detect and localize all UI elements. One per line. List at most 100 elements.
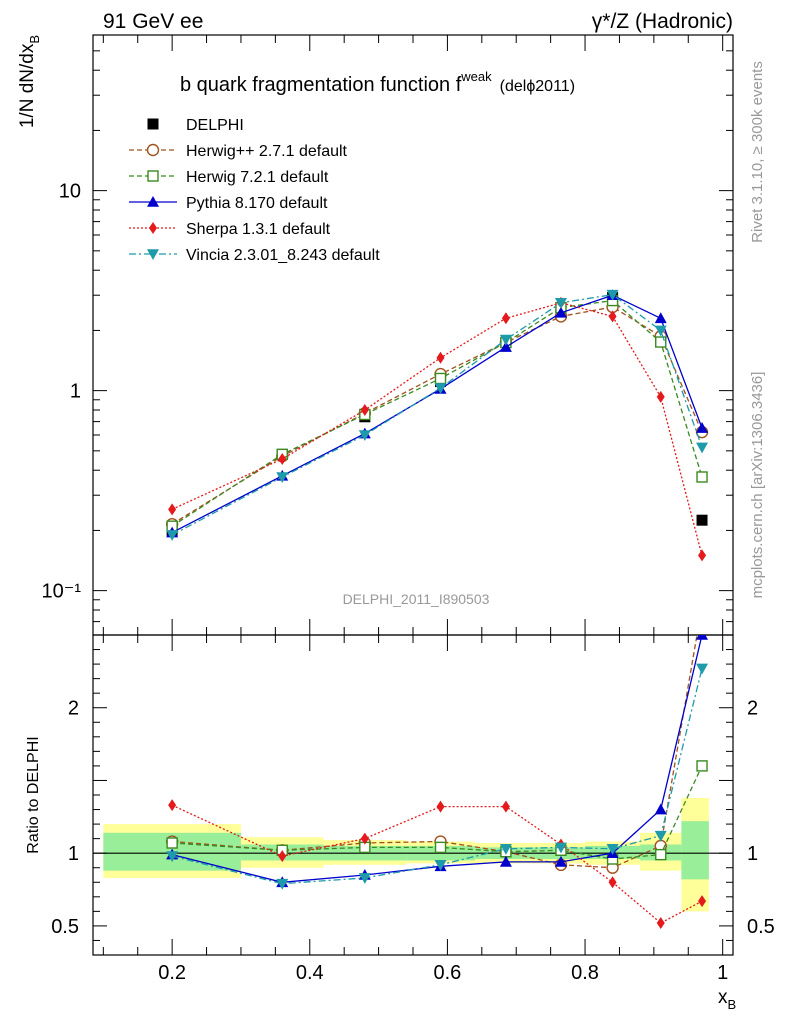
legend-item: Herwig++ 2.7.1 default xyxy=(129,143,348,160)
main-series xyxy=(165,289,709,562)
data-point xyxy=(276,472,289,483)
rivet-label: Rivet 3.1.10, ≥ 300k events xyxy=(749,61,766,243)
ratio-point xyxy=(360,832,369,845)
ratio-point xyxy=(276,878,289,890)
ratio-point xyxy=(554,855,567,867)
data-point xyxy=(654,325,667,337)
ratio-point xyxy=(499,855,512,867)
data-point xyxy=(278,453,287,466)
legend-label: Herwig 7.2.1 default xyxy=(186,169,329,186)
ratio-series xyxy=(165,635,709,929)
uncertainty-band-inner xyxy=(681,821,709,880)
data-point xyxy=(654,312,667,324)
legend-marker xyxy=(146,143,160,157)
legend-marker xyxy=(149,222,157,234)
data-point xyxy=(696,514,708,526)
legend-marker xyxy=(147,118,159,130)
legend-marker xyxy=(147,249,159,260)
ratio-line xyxy=(172,635,698,869)
y-tick-label: 10⁻¹ xyxy=(42,581,82,603)
x-tick-label: 0.4 xyxy=(296,962,324,984)
ratio-line xyxy=(172,765,703,860)
x-label: xB xyxy=(718,987,736,1012)
x-tick-label: 1 xyxy=(717,962,728,984)
ratio-y-tick-label: 0.5 xyxy=(51,916,79,938)
plot-title-sup: weak xyxy=(460,69,492,84)
ratio-point xyxy=(434,860,447,871)
main-axes: 10⁻¹ 1 10 xyxy=(42,34,733,636)
ratio-y-tick-label: 1 xyxy=(747,843,758,865)
data-point xyxy=(168,503,177,516)
legend-marker xyxy=(147,170,159,182)
x-tick-label: 0.8 xyxy=(571,962,599,984)
legend-item: Sherpa 1.3.1 default xyxy=(129,221,331,238)
ratio-point xyxy=(166,851,179,863)
data-point xyxy=(499,341,512,352)
data-point xyxy=(434,372,447,385)
ratio-point xyxy=(434,841,447,854)
data-point xyxy=(554,297,567,309)
main-y-label-sub: B xyxy=(27,35,42,44)
ratio-point xyxy=(654,803,667,815)
ratio-point xyxy=(606,844,619,855)
ratio-y-tick-label: 0.5 xyxy=(747,916,775,938)
data-point xyxy=(434,383,447,395)
header-right: γ*/Z (Hadronic) xyxy=(592,10,733,33)
ratio-point xyxy=(696,635,709,640)
ratio-point xyxy=(436,800,445,813)
legend-item: DELPHI xyxy=(147,117,244,134)
ratio-point xyxy=(608,876,617,889)
x-tick-label: 0.6 xyxy=(434,962,462,984)
legend-marker xyxy=(147,196,159,207)
ratio-point xyxy=(278,850,287,863)
ratio-series-3 xyxy=(168,799,707,929)
ratio-y-tick-label: 1 xyxy=(68,843,79,865)
legend-label: DELPHI xyxy=(186,117,244,134)
plot-title-main: b quark fragmentation function f xyxy=(180,74,462,96)
data-point xyxy=(608,310,617,323)
plot-title: b quark fragmentation function fweak (del… xyxy=(180,69,575,96)
legend-label: Sherpa 1.3.1 default xyxy=(186,221,331,238)
y-tick-label: 10 xyxy=(59,181,81,203)
data-point xyxy=(696,471,708,483)
data-point xyxy=(166,530,179,541)
ratio-point xyxy=(696,760,708,772)
data-point xyxy=(606,289,619,301)
mcplots-label: mcplots.cern.ch [arXiv:1306.3436] xyxy=(749,372,766,599)
data-point xyxy=(360,404,369,417)
data-point xyxy=(501,312,510,325)
series-line xyxy=(171,299,703,527)
ratio-point xyxy=(696,663,709,675)
legend-item: Pythia 8.170 default xyxy=(129,195,328,212)
ratio-y-tick-label: 2 xyxy=(68,698,79,720)
data-point xyxy=(696,442,709,454)
ratio-point xyxy=(501,800,510,813)
data-point xyxy=(554,306,567,318)
ratio-point xyxy=(554,842,567,854)
plot-title-sub: (delϕ2011) xyxy=(500,78,575,95)
data-point xyxy=(696,422,709,433)
x-label-sub: B xyxy=(728,997,737,1012)
data-point xyxy=(436,351,445,364)
ratio-point xyxy=(358,873,371,884)
series-5 xyxy=(166,289,709,541)
ratio-axes: 0.5 0.5 1 1 2 2 0.2 0.4 0.6 0.8 1 xyxy=(51,634,775,984)
data-point xyxy=(358,430,371,441)
x-label-text: x xyxy=(718,987,728,1008)
ratio-series-4 xyxy=(166,663,709,890)
main-y-label: 1/N dN/dxB xyxy=(17,35,42,128)
data-point xyxy=(499,334,512,346)
legend-label: Vincia 2.3.01_8.243 default xyxy=(186,247,380,264)
legend: DELPHI Herwig++ 2.7.1 default Herwig 7.2.1… xyxy=(129,117,380,264)
ratio-y-tick-label: 2 xyxy=(747,698,758,720)
ratio-point xyxy=(655,848,667,861)
ratio-point xyxy=(166,837,178,849)
header-left: 91 GeV ee xyxy=(103,10,203,33)
legend-label: Pythia 8.170 default xyxy=(186,195,328,212)
data-point xyxy=(655,336,667,348)
ratio-point xyxy=(654,830,667,842)
series-line xyxy=(171,293,703,536)
legend-label: Herwig++ 2.7.1 default xyxy=(186,143,348,160)
legend-item: Vincia 2.3.01_8.243 default xyxy=(129,247,380,264)
